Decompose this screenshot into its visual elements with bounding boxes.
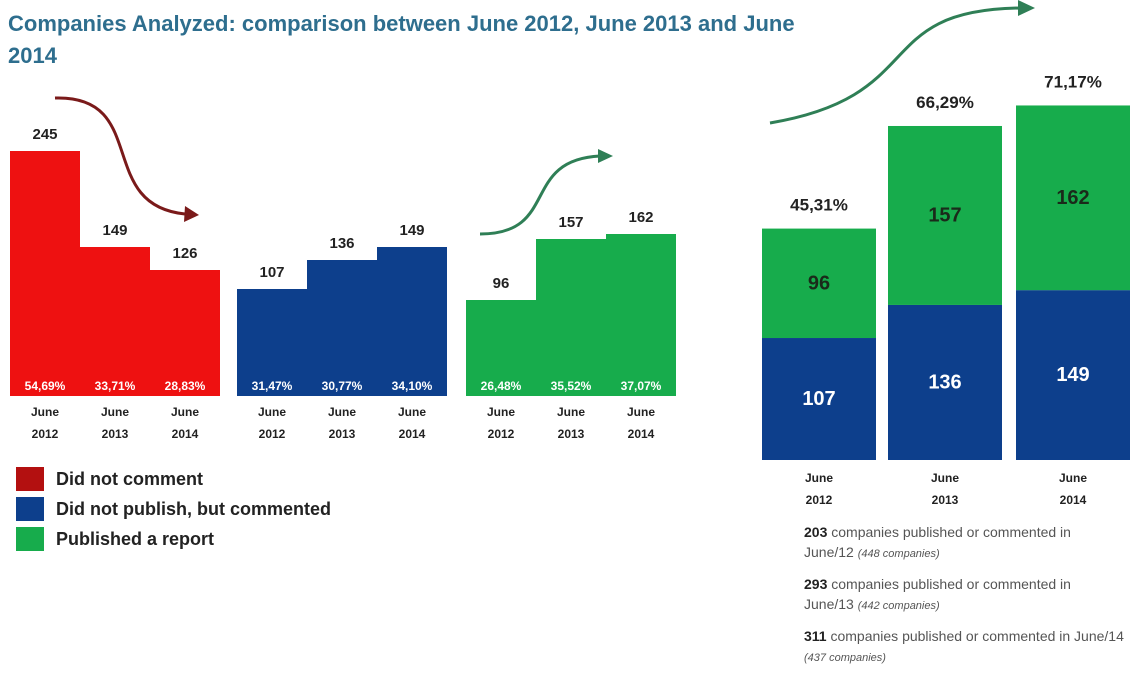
bar-value-label: 149 [399, 222, 424, 239]
note-2013: 293 companies published or commented in … [804, 574, 1124, 616]
bar-value-label: 96 [493, 275, 510, 292]
trend-arrow-green-large-head [1018, 0, 1035, 16]
legend-swatch-blue [16, 497, 44, 521]
bar-percent-label: 31,47% [252, 379, 293, 393]
segment-value-label: 149 [1056, 364, 1089, 386]
total-percent-label: 45,31% [790, 196, 848, 215]
note-count: 203 [804, 524, 827, 540]
bar [307, 260, 377, 396]
note-total: (448 companies) [858, 548, 940, 560]
legend-swatch-red [16, 467, 44, 491]
note-count: 311 [804, 628, 827, 644]
note-total: (437 companies) [804, 652, 886, 664]
bar-value-label: 107 [259, 264, 284, 281]
legend-label: Did not comment [56, 469, 203, 490]
segment-value-label: 136 [928, 371, 961, 393]
legend-item-published: Published a report [16, 524, 331, 554]
bar-value-label: 126 [172, 245, 197, 262]
legend-item-did-not-publish: Did not publish, but commented [16, 494, 331, 524]
category-tick-label: June 2013 [557, 405, 585, 441]
category-tick-label: June 2012 [487, 405, 515, 441]
bar-percent-label: 35,52% [551, 379, 592, 393]
legend-label: Published a report [56, 529, 214, 550]
legend-item-did-not-comment: Did not comment [16, 464, 331, 494]
legend-label: Did not publish, but commented [56, 499, 331, 520]
notes: 203 companies published or commented in … [804, 522, 1124, 678]
bar [536, 239, 606, 396]
segment-value-label: 107 [802, 388, 835, 410]
bar-percent-label: 34,10% [392, 379, 433, 393]
legend-swatch-green [16, 527, 44, 551]
bar-percent-label: 28,83% [165, 379, 206, 393]
note-count: 293 [804, 576, 827, 592]
bar-percent-label: 26,48% [481, 379, 522, 393]
bar [377, 247, 447, 396]
note-2012: 203 companies published or commented in … [804, 522, 1124, 564]
bar-percent-label: 54,69% [25, 379, 66, 393]
trend-arrow-green-large [770, 8, 1020, 123]
bar-percent-label: 30,77% [322, 379, 363, 393]
category-tick-label: June 2014 [171, 405, 199, 441]
category-tick-label: June 2013 [101, 405, 129, 441]
category-tick-label: June 2014 [1059, 471, 1087, 507]
category-tick-label: June 2014 [627, 405, 655, 441]
bar-value-label: 157 [558, 214, 583, 231]
bar-value-label: 149 [102, 222, 127, 239]
note-text: companies published or commented in June… [827, 628, 1124, 644]
category-tick-label: June 2014 [398, 405, 426, 441]
bar [150, 270, 220, 396]
bar-value-label: 245 [32, 126, 57, 143]
segment-value-label: 157 [928, 204, 961, 226]
bar-percent-label: 37,07% [621, 379, 662, 393]
trend-arrow-red-head [184, 206, 199, 222]
bar-percent-label: 33,71% [95, 379, 136, 393]
bar [606, 234, 676, 396]
note-2014: 311 companies published or commented in … [804, 626, 1124, 668]
category-tick-label: June 2012 [31, 405, 59, 441]
bar [80, 247, 150, 396]
category-tick-label: June 2013 [328, 405, 356, 441]
category-tick-label: June 2013 [931, 471, 959, 507]
segment-value-label: 162 [1056, 187, 1089, 209]
legend: Did not comment Did not publish, but com… [16, 464, 331, 554]
category-tick-label: June 2012 [258, 405, 286, 441]
total-percent-label: 71,17% [1044, 72, 1102, 91]
bar [10, 151, 80, 396]
bar-value-label: 136 [329, 235, 354, 252]
bar-value-label: 162 [628, 209, 653, 226]
total-percent-label: 66,29% [916, 93, 974, 112]
segment-value-label: 96 [808, 272, 830, 294]
note-total: (442 companies) [858, 600, 940, 612]
trend-arrow-green-small-head [598, 149, 613, 163]
category-tick-label: June 2012 [805, 471, 833, 507]
